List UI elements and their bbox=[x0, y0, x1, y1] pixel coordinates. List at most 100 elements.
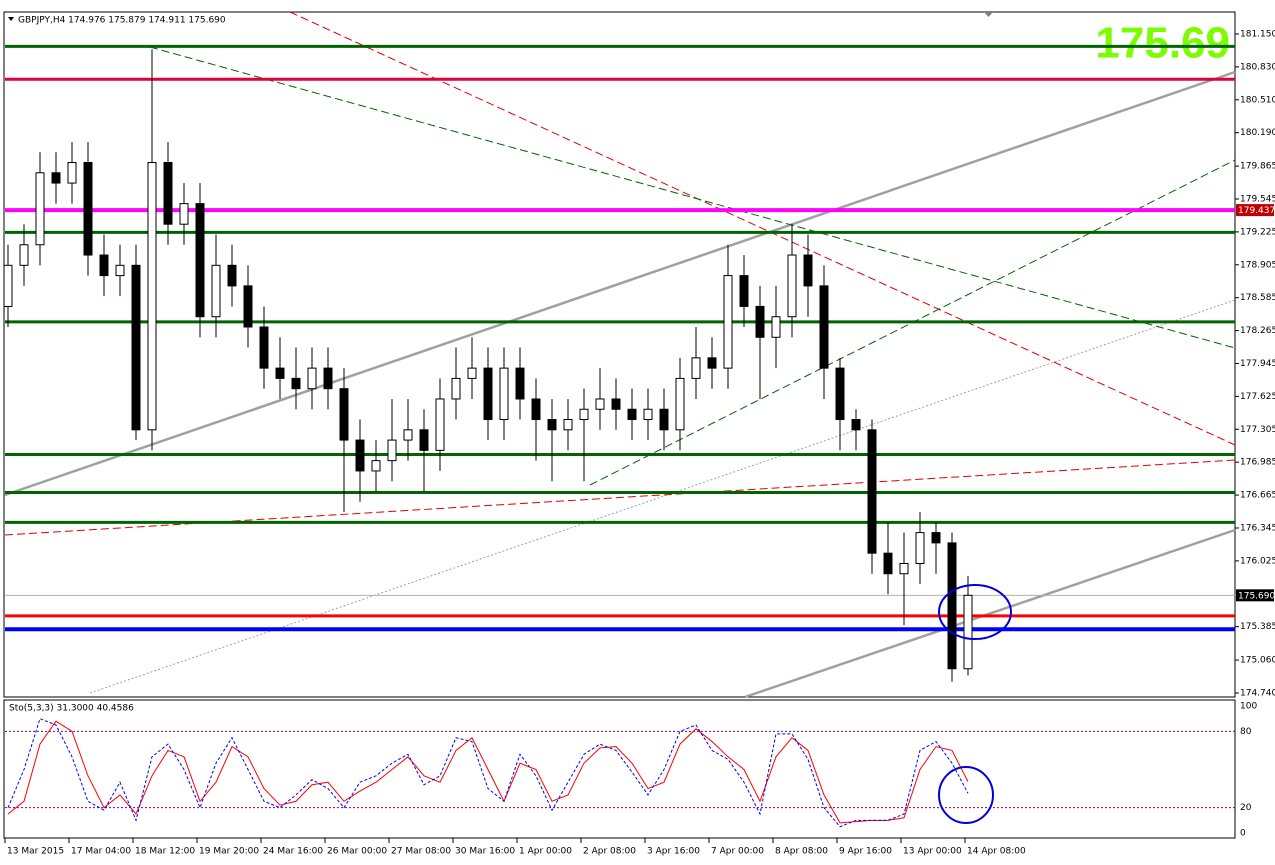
candle-body bbox=[147, 162, 157, 431]
candle-body bbox=[99, 254, 109, 277]
candle-body bbox=[35, 172, 45, 246]
candle-body bbox=[3, 264, 13, 307]
candle-body bbox=[915, 532, 925, 564]
x-tick-label: 3 Apr 16:00 bbox=[647, 847, 700, 857]
candle-body bbox=[947, 542, 957, 670]
candle-body bbox=[803, 254, 813, 287]
candle-body bbox=[275, 367, 285, 379]
candle-body bbox=[131, 264, 141, 431]
y-tick-label: 178.265 bbox=[1240, 326, 1275, 336]
candle-body bbox=[867, 429, 877, 554]
candle-body bbox=[467, 367, 477, 379]
x-tick-label: 7 Apr 00:00 bbox=[711, 847, 764, 857]
y-tick-label: 178.905 bbox=[1240, 260, 1275, 270]
price-label: 175.69 bbox=[1095, 19, 1230, 68]
y-tick-label: 176.345 bbox=[1240, 523, 1275, 533]
x-tick-label: 9 Apr 16:00 bbox=[839, 847, 892, 857]
y-tick-label: 176.025 bbox=[1240, 556, 1275, 566]
candle-body bbox=[451, 377, 461, 400]
candle-body bbox=[163, 162, 173, 225]
candle-body bbox=[787, 254, 797, 318]
candle-body bbox=[819, 285, 829, 369]
highlight-circle bbox=[938, 766, 994, 824]
y-tick-label: 20 bbox=[1240, 803, 1252, 813]
y-tick-label: 176.665 bbox=[1240, 491, 1275, 501]
highlight-circle bbox=[938, 584, 1012, 640]
y-tick-label: 180.190 bbox=[1240, 128, 1275, 138]
candle-body bbox=[531, 398, 541, 421]
candle-body bbox=[371, 460, 381, 472]
y-tick-label: 179.865 bbox=[1240, 162, 1275, 172]
candle-body bbox=[419, 429, 429, 451]
candle-body bbox=[611, 398, 621, 410]
candle-body bbox=[899, 562, 909, 575]
y-tick-label: 175.060 bbox=[1240, 656, 1275, 666]
channel-line bbox=[4, 70, 1236, 497]
y-tick-label: 180.510 bbox=[1240, 95, 1275, 105]
candle-body bbox=[595, 398, 605, 410]
y-tick-label: 0 bbox=[1240, 829, 1246, 839]
candle-body bbox=[323, 367, 333, 390]
shift-marker bbox=[984, 12, 993, 17]
y-tick-label: 177.945 bbox=[1240, 359, 1275, 369]
candle-body bbox=[691, 357, 701, 379]
candle-body bbox=[675, 377, 685, 431]
candle-body bbox=[51, 172, 61, 184]
y-tick-label: 178.585 bbox=[1240, 293, 1275, 303]
candle-body bbox=[83, 162, 93, 256]
dashed-line bbox=[149, 46, 1236, 349]
candle-body bbox=[755, 305, 765, 338]
price-tag bbox=[1236, 589, 1274, 602]
candle-body bbox=[291, 377, 301, 390]
candle-body bbox=[179, 203, 189, 225]
candle-body bbox=[227, 264, 237, 287]
y-tick-label: 179.545 bbox=[1240, 195, 1275, 205]
candle-body bbox=[259, 326, 269, 369]
x-tick-label: 1 Apr 00:00 bbox=[519, 847, 572, 857]
y-tick-label: 100 bbox=[1240, 701, 1257, 711]
menu-icon[interactable] bbox=[8, 17, 14, 21]
candle-body bbox=[563, 419, 573, 431]
candle-body bbox=[355, 439, 365, 472]
price-tag-label: 175.690 bbox=[1238, 591, 1275, 601]
candle-body bbox=[835, 367, 845, 421]
y-tick-label: 177.625 bbox=[1240, 392, 1275, 402]
candle-body bbox=[19, 244, 29, 266]
x-tick-label: 13 Mar 2015 bbox=[7, 847, 64, 857]
y-tick-label: 80 bbox=[1240, 727, 1252, 737]
indicator-header: Sto(5,3,3) 31.3000 40.4586 bbox=[9, 704, 134, 714]
candle-body bbox=[307, 367, 317, 390]
candle-body bbox=[883, 552, 893, 575]
plot-layer: 181.150 180.830 180.510 180.190 179.865 179.5… bbox=[3, 30, 1275, 857]
x-tick-label: 19 Mar 20:00 bbox=[199, 847, 259, 857]
price-tag-label: 179.437 bbox=[1238, 206, 1275, 216]
y-tick-label: 177.305 bbox=[1240, 425, 1275, 435]
candle-body bbox=[387, 439, 397, 462]
candle-body bbox=[739, 275, 749, 307]
candle-body bbox=[483, 367, 493, 421]
dashed-line bbox=[289, 11, 1236, 446]
candle-body bbox=[339, 388, 349, 441]
candle-body bbox=[515, 367, 525, 400]
candle-body bbox=[963, 594, 973, 670]
candle-body bbox=[403, 429, 413, 441]
y-tick-label: 176.985 bbox=[1240, 458, 1275, 468]
candle-body bbox=[547, 419, 557, 431]
stoch-line bbox=[7, 720, 969, 824]
x-tick-label: 13 Apr 00:00 bbox=[903, 847, 962, 857]
candle-body bbox=[643, 408, 653, 421]
candle-body bbox=[195, 203, 205, 318]
candle-body bbox=[435, 398, 445, 451]
y-tick-label: 179.225 bbox=[1240, 227, 1275, 237]
candle-body bbox=[659, 408, 669, 431]
x-tick-label: 27 Mar 08:00 bbox=[391, 847, 451, 857]
candle-body bbox=[499, 367, 509, 421]
y-tick-label: 181.150 bbox=[1240, 30, 1275, 40]
candle-body bbox=[579, 408, 589, 421]
y-tick-label: 180.830 bbox=[1240, 62, 1275, 72]
candle-body bbox=[707, 357, 717, 369]
candle-body bbox=[723, 275, 733, 369]
stoch-pane bbox=[3, 699, 1236, 839]
x-tick-label: 30 Mar 16:00 bbox=[455, 847, 515, 857]
